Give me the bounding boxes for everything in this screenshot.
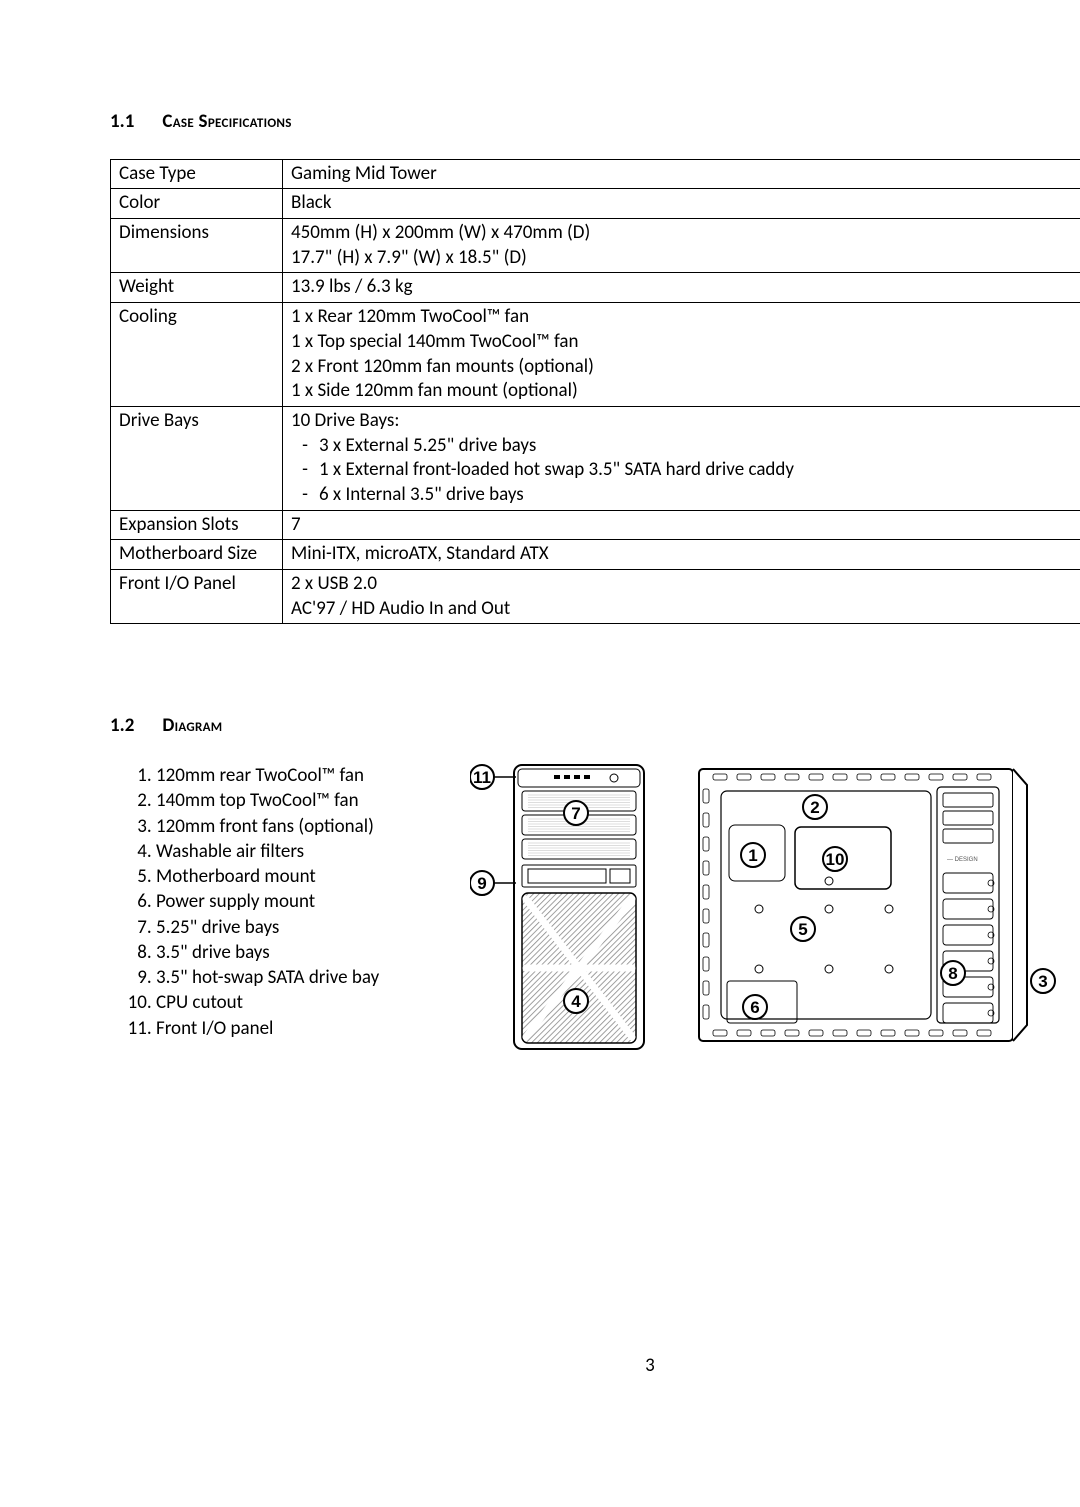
spec-value: 1 x Rear 120mm TwoCool™ fan1 x Top speci… xyxy=(283,303,1080,407)
diagram-row: 120mm rear TwoCool™ fan140mm top TwoCool… xyxy=(110,763,1080,1057)
svg-text:1: 1 xyxy=(748,846,757,865)
svg-text:11: 11 xyxy=(473,768,491,787)
spec-label: Case Type xyxy=(111,159,283,189)
spec-value: Black xyxy=(283,189,1080,219)
table-row: Expansion Slots7 xyxy=(111,510,1080,540)
svg-text:3: 3 xyxy=(1038,972,1047,991)
legend-item: Power supply mount xyxy=(156,889,446,914)
spec-value: 13.9 lbs / 6.3 kg xyxy=(283,273,1080,303)
svg-text:2: 2 xyxy=(810,798,819,817)
diagram-legend: 120mm rear TwoCool™ fan140mm top TwoCool… xyxy=(110,763,446,1041)
svg-text:10: 10 xyxy=(826,850,845,869)
table-row: Cooling1 x Rear 120mm TwoCool™ fan1 x To… xyxy=(111,303,1080,407)
section-1-1-head: 1.1 Case Specifications xyxy=(110,110,1080,135)
svg-text:6: 6 xyxy=(750,998,759,1017)
table-row: Drive Bays10 Drive Bays:3 x External 5.2… xyxy=(111,406,1080,510)
svg-text:5: 5 xyxy=(798,920,807,939)
table-row: Weight13.9 lbs / 6.3 kg xyxy=(111,273,1080,303)
spec-table: Case TypeGaming Mid TowerColorBlackDimen… xyxy=(110,159,1080,625)
svg-text:8: 8 xyxy=(948,964,957,983)
table-row: Front I/O Panel2 x USB 2.0AC'97 / HD Aud… xyxy=(111,570,1080,624)
spec-label: Drive Bays xyxy=(111,406,283,510)
spec-value: 7 xyxy=(283,510,1080,540)
legend-item: Motherboard mount xyxy=(156,864,446,889)
table-row: Case TypeGaming Mid Tower xyxy=(111,159,1080,189)
spec-label: Cooling xyxy=(111,303,283,407)
svg-text:7: 7 xyxy=(571,804,580,823)
table-row: ColorBlack xyxy=(111,189,1080,219)
spec-label: Color xyxy=(111,189,283,219)
legend-item: 5.25" drive bays xyxy=(156,915,446,940)
svg-text:— DESIGN: — DESIGN xyxy=(947,857,978,863)
legend-item: 120mm front fans (optional) xyxy=(156,814,446,839)
table-row: Motherboard SizeMini-ITX, microATX, Stan… xyxy=(111,540,1080,570)
section-1-1-num: 1.1 xyxy=(110,110,134,135)
svg-text:9: 9 xyxy=(477,874,486,893)
section-1-2-num: 1.2 xyxy=(110,714,134,739)
table-row: Dimensions450mm (H) x 200mm (W) x 470mm … xyxy=(111,219,1080,273)
legend-item: 3.5" hot-swap SATA drive bay xyxy=(156,965,446,990)
spec-label: Expansion Slots xyxy=(111,510,283,540)
svg-text:4: 4 xyxy=(571,992,581,1011)
page-number: 3 xyxy=(110,1354,1080,1379)
front-view: 11 7 9 4 xyxy=(470,763,669,1057)
legend-item: Front I/O panel xyxy=(156,1016,446,1041)
section-1-1-title: Case Specifications xyxy=(162,110,291,135)
side-view: — DESIGN 2 1 10 5 6 8 3 xyxy=(693,763,1068,1052)
legend-item: 120mm rear TwoCool™ fan xyxy=(156,763,446,788)
section-1-2-head: 1.2 Diagram xyxy=(110,714,1080,739)
section-1-2-title: Diagram xyxy=(162,714,222,739)
spec-label: Motherboard Size xyxy=(111,540,283,570)
spec-label: Dimensions xyxy=(111,219,283,273)
spec-value: Mini-ITX, microATX, Standard ATX xyxy=(283,540,1080,570)
legend-item: 3.5" drive bays xyxy=(156,940,446,965)
spec-label: Front I/O Panel xyxy=(111,570,283,624)
spec-value: Gaming Mid Tower xyxy=(283,159,1080,189)
legend-item: CPU cutout xyxy=(156,990,446,1015)
spec-label: Weight xyxy=(111,273,283,303)
spec-value: 450mm (H) x 200mm (W) x 470mm (D)17.7" (… xyxy=(283,219,1080,273)
spec-value: 10 Drive Bays:3 x External 5.25" drive b… xyxy=(283,406,1080,510)
legend-item: Washable air filters xyxy=(156,839,446,864)
spec-value: 2 x USB 2.0AC'97 / HD Audio In and Out xyxy=(283,570,1080,624)
legend-item: 140mm top TwoCool™ fan xyxy=(156,788,446,813)
